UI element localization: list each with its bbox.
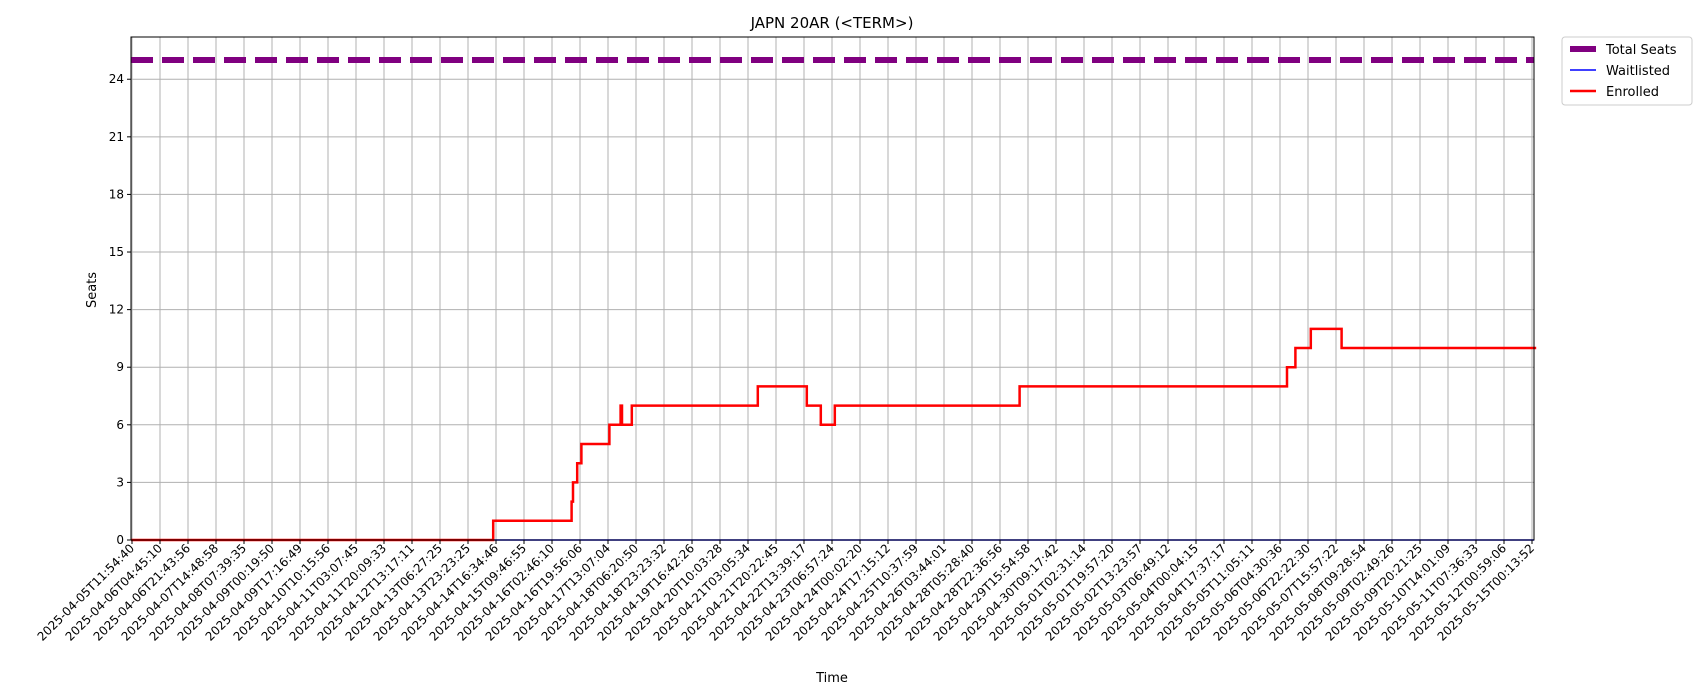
y-tick-label: 15 [109,245,124,259]
x-axis-label: Time [815,671,848,686]
legend: Total Seats Waitlisted Enrolled [1561,36,1693,106]
grid [131,37,1534,541]
legend-label-enrolled: Enrolled [1606,85,1659,100]
y-tick-label: 18 [109,187,124,201]
y-tick-label: 3 [116,475,124,489]
series-line-enrolled [131,327,1537,542]
legend-label-waitlisted: Waitlisted [1606,64,1670,79]
y-tick-label: 21 [109,130,124,144]
y-tick-label: 24 [109,72,124,86]
chart-title: JAPN 20AR (<TERM>) [750,14,914,32]
legend-frame [1561,36,1693,106]
y-tick-label: 9 [116,360,124,374]
y-tick-label: 0 [116,533,124,547]
y-tick-label: 6 [116,418,124,432]
y-tick-label: 12 [109,303,124,317]
legend-label-total-seats: Total Seats [1605,43,1677,58]
y-axis-label: Seats [85,272,100,308]
y-axis-ticks: 0 3 6 9 12 15 18 21 24 [109,72,131,547]
